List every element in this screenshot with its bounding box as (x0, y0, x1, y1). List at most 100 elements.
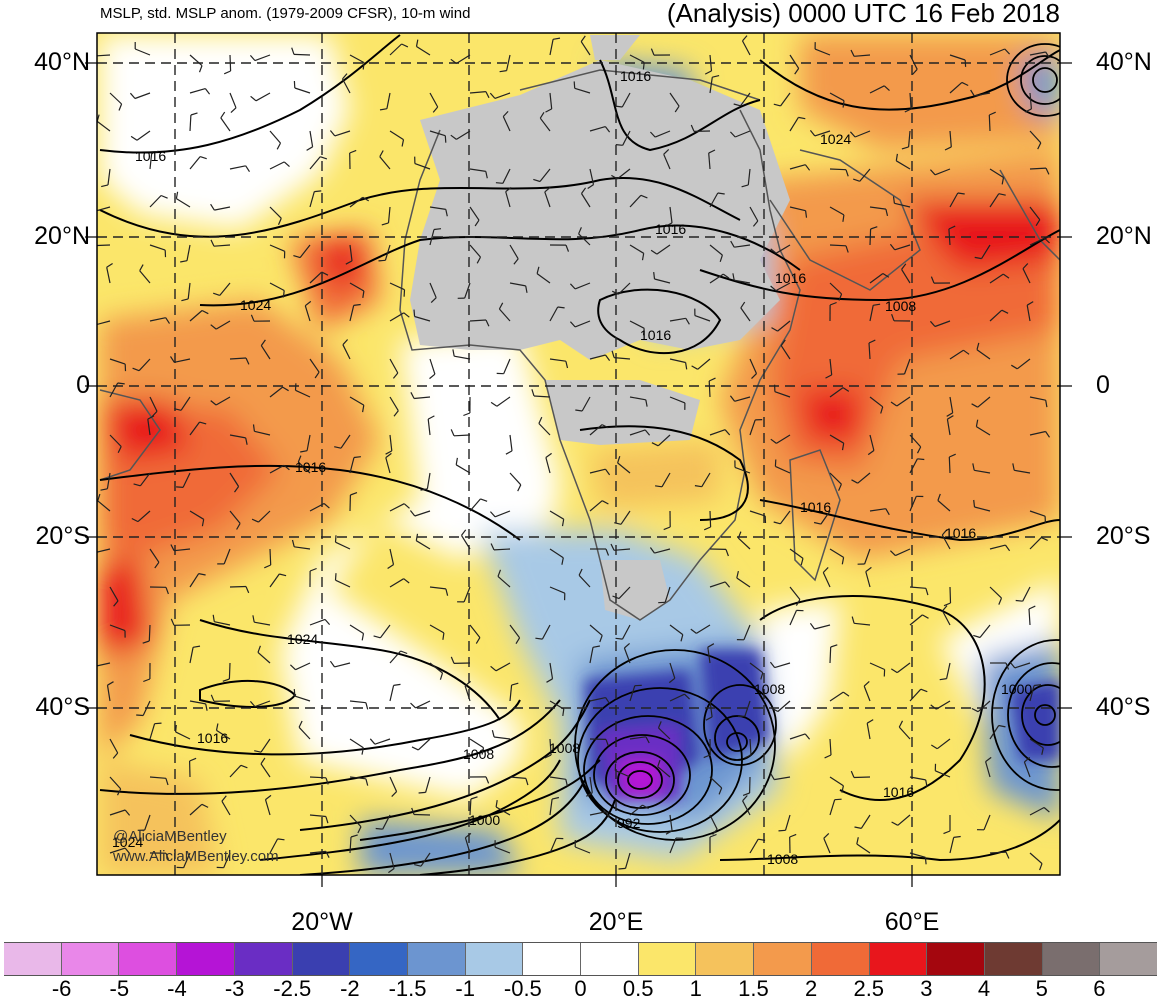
wind-barb-flag (434, 229, 441, 230)
wind-barb-shaft (830, 647, 831, 663)
lat-label-40n-right: 40°N (1096, 50, 1152, 75)
isobar-label: 1008 (885, 298, 916, 314)
isobar-label: 1016 (775, 270, 806, 286)
wind-barb-flag (176, 487, 183, 488)
wind-barb-flag (294, 689, 295, 696)
isobar-label: 1016 (640, 327, 671, 343)
wind-barb-flag (90, 320, 94, 326)
wind-barb-flag (779, 830, 786, 831)
colorbar-swatch (119, 943, 177, 975)
isobar-label: 1016 (295, 459, 326, 475)
isobar-label: 1016 (197, 730, 228, 746)
colorbar-tick-label: 5 (1036, 976, 1048, 1002)
wind-barb-flag (336, 573, 337, 580)
colorbar-swatch (696, 943, 754, 975)
wind-barb-shaft (454, 435, 470, 436)
colorbar-tick-label: 2.5 (853, 976, 884, 1002)
lat-label-20s-left: 20°S (36, 524, 90, 549)
isobar-label: 1000 (469, 812, 500, 828)
isobar-label: 1024 (820, 131, 851, 147)
isobar-label: 1016 (135, 148, 166, 164)
wind-barb-flag (616, 638, 623, 639)
colorbar-swatch (812, 943, 870, 975)
colorbar-swatch (293, 943, 351, 975)
wind-barb-flag (917, 459, 924, 460)
wind-barb-shaft (854, 777, 870, 778)
lon-label-20e: 20°E (589, 908, 643, 937)
colorbar-tick-label: -4 (167, 976, 187, 1002)
colorbar-swatch (754, 943, 812, 975)
colorbar-swatch (985, 943, 1043, 975)
wind-barb-shaft (230, 587, 246, 588)
wind-barb-flag (974, 500, 975, 507)
wind-barb-flag (91, 239, 94, 245)
lat-label-40s-left: 40°S (36, 695, 90, 720)
colorbar-tick-label: -1.5 (389, 976, 427, 1002)
wind-barb-flag (136, 715, 143, 716)
wind-barb-flag (419, 792, 426, 793)
wind-barb-flag (414, 310, 415, 317)
isobar-label: 1016 (800, 499, 831, 515)
colorbar-tick-label: -5 (110, 976, 130, 1002)
wind-barb-flag (91, 50, 94, 56)
wind-barb-flag (835, 799, 842, 800)
wind-barb-flag (616, 145, 623, 146)
isobar-label: 1016 (883, 784, 914, 800)
wind-barb-shaft (229, 663, 230, 679)
colorbar-swatch (523, 943, 581, 975)
lat-label-20n-left: 20°N (34, 224, 90, 249)
wind-barb-flag (925, 857, 926, 864)
wind-barb-flag (1034, 685, 1041, 686)
wind-barb-shaft (294, 54, 310, 55)
lon-label-20w: 20°W (291, 908, 352, 937)
wind-barb-shaft (230, 55, 231, 71)
wind-barb-flag (336, 535, 337, 542)
wind-barb-flag (354, 457, 361, 458)
isobar-label: 1000 (1001, 681, 1032, 697)
wind-barb-flag (283, 291, 284, 298)
credit-website: www.AliciaMBentley.com (113, 848, 279, 865)
wind-barb-flag (155, 723, 162, 724)
wind-barb-flag (445, 136, 446, 143)
isobar-label: 1016 (620, 68, 651, 84)
credit-handle: @AliciaMBentley (113, 828, 227, 845)
wind-barb-flag (376, 829, 383, 830)
wind-barb-flag (91, 661, 95, 667)
colorbar-swatch (408, 943, 466, 975)
lat-label-eq-left: 0 (76, 373, 90, 398)
anomaly-positive-indian-peak (800, 390, 860, 440)
wind-barb-shaft (989, 115, 990, 131)
isobar-label: 1024 (240, 297, 271, 313)
colorbar-tick-label: 1 (690, 976, 702, 1002)
wind-barb-flag (379, 260, 386, 261)
lat-label-40s-right: 40°S (1096, 695, 1150, 720)
wind-barb-flag (574, 81, 575, 88)
wind-barb-shaft (149, 625, 150, 641)
lon-label-60e: 60°E (885, 908, 939, 937)
colorbar-tick-label: -0.5 (504, 976, 542, 1002)
colorbar-swatch (1100, 943, 1157, 975)
colorbar (4, 942, 1157, 976)
colorbar-tick-label: 1.5 (738, 976, 769, 1002)
wind-barb-flag (496, 183, 503, 184)
colorbar-tick-label: 0.5 (623, 976, 654, 1002)
isobar-label: 1016 (655, 221, 686, 237)
wind-barb-flag (90, 206, 94, 212)
isobar-label: 1008 (754, 681, 785, 697)
wind-barb-shaft (949, 457, 950, 473)
wind-barb-flag (619, 868, 626, 869)
isobar-label: 1024 (287, 631, 318, 647)
wind-barb-flag (176, 725, 177, 732)
isobar-label: 1008 (463, 746, 494, 762)
wind-barb-shaft (270, 549, 271, 565)
lat-label-20s-right: 20°S (1096, 524, 1150, 549)
wind-barb-shaft (414, 815, 430, 816)
lat-label-20n-right: 20°N (1096, 224, 1152, 249)
colorbar-tick-label: 6 (1093, 976, 1105, 1002)
wind-barb-shaft (870, 229, 871, 245)
colorbar-swatch (62, 943, 120, 975)
colorbar-tick-label: -6 (52, 976, 72, 1002)
colorbar-tick-label: -3 (225, 976, 245, 1002)
colorbar-swatch (870, 943, 928, 975)
colorbar-tick-label: 2 (805, 976, 817, 1002)
